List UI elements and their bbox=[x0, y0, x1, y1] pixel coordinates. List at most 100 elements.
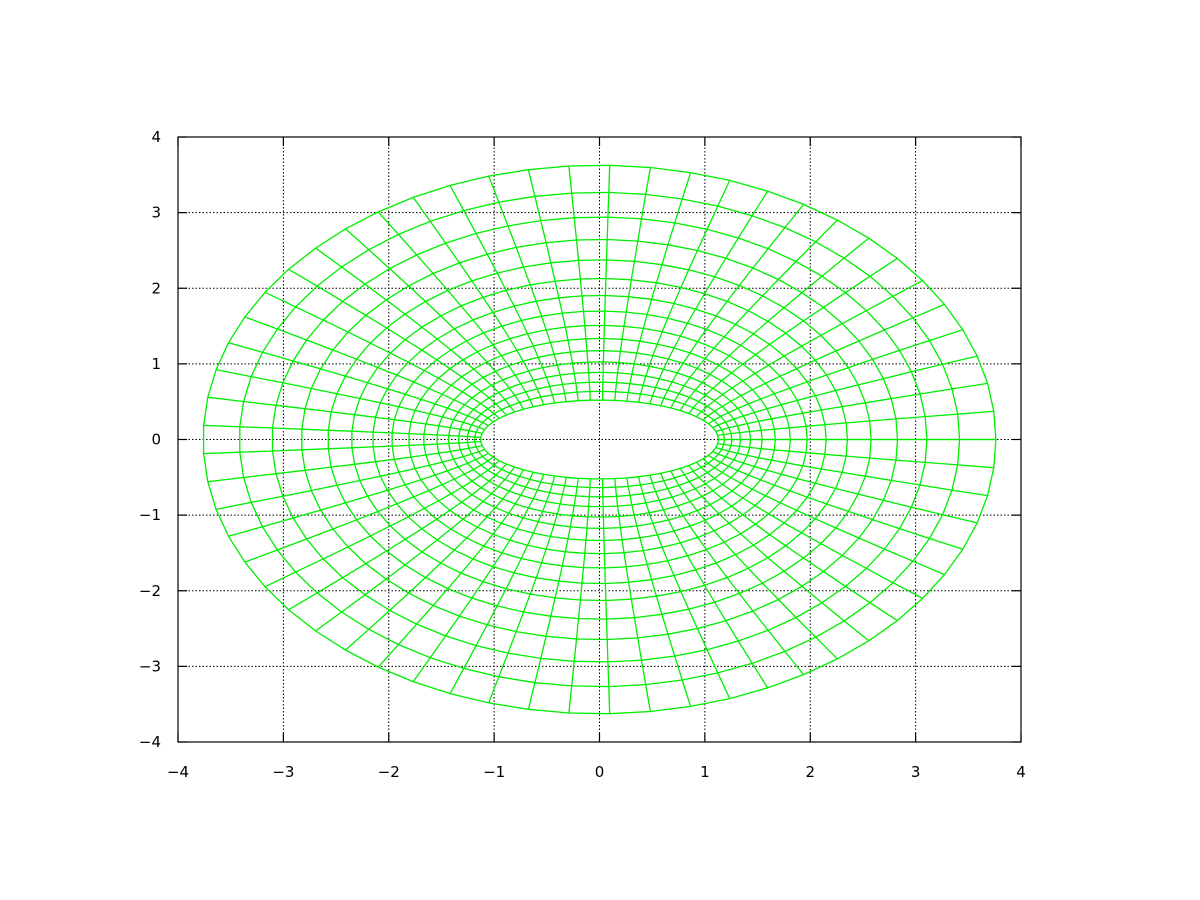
mesh-ellipse bbox=[448, 361, 752, 518]
mesh-hyperbola bbox=[688, 465, 898, 622]
mesh-hyperbola bbox=[315, 247, 515, 413]
y-tick-label: −2 bbox=[139, 582, 161, 600]
mesh-hyperbola bbox=[315, 466, 515, 632]
mesh-hyperbola bbox=[660, 203, 805, 406]
mesh-hyperbola bbox=[207, 444, 483, 483]
x-tick-label: −4 bbox=[167, 763, 189, 781]
mesh-hyperbola bbox=[712, 450, 978, 524]
mesh-hyperbola bbox=[228, 452, 489, 537]
mesh-hyperbola bbox=[649, 190, 769, 405]
mesh-hyperbola bbox=[717, 410, 994, 437]
mesh-hyperbola bbox=[568, 478, 591, 714]
mesh-hyperbola bbox=[708, 454, 964, 550]
y-tick-label: 2 bbox=[151, 279, 161, 297]
mesh-ellipse bbox=[480, 399, 719, 480]
mesh-ellipse bbox=[423, 337, 776, 542]
y-tick-label: 1 bbox=[151, 355, 161, 373]
mesh-ellipse bbox=[351, 277, 849, 602]
axes bbox=[177, 136, 1022, 743]
y-tick-label: −3 bbox=[139, 657, 161, 675]
mesh-ellipse bbox=[327, 259, 872, 620]
mesh-hyperbola bbox=[717, 442, 994, 469]
mesh-hyperbola bbox=[527, 169, 579, 401]
mesh-hyperbola bbox=[670, 219, 838, 409]
mesh-hyperbola bbox=[568, 165, 591, 401]
mesh-hyperbola bbox=[264, 460, 500, 588]
mesh-hyperbola bbox=[377, 471, 534, 668]
mesh-ellipse bbox=[474, 390, 726, 489]
mesh-hyperbola bbox=[660, 473, 805, 676]
mesh-hyperbola bbox=[614, 478, 652, 712]
mesh-hyperbola bbox=[626, 477, 692, 707]
y-tick-label: 4 bbox=[151, 128, 161, 146]
mesh-hyperbola bbox=[695, 280, 923, 418]
y-tick-labels: −4 −3 −2 −1 0 1 2 3 4 bbox=[139, 128, 161, 751]
grid bbox=[178, 137, 1021, 742]
mesh-hyperbola bbox=[203, 424, 481, 439]
mesh-hyperbola bbox=[712, 355, 978, 429]
x-tick-label: 0 bbox=[595, 763, 605, 781]
mesh-hyperbola bbox=[244, 456, 494, 563]
mesh-ellipse bbox=[458, 371, 742, 508]
mesh-hyperbola bbox=[702, 303, 945, 421]
x-tick-label: 4 bbox=[1016, 763, 1026, 781]
mesh-hyperbola bbox=[708, 329, 964, 425]
mesh-hyperbola bbox=[203, 440, 481, 455]
mesh-ellipse bbox=[391, 310, 808, 569]
mesh-hyperbola bbox=[601, 165, 611, 401]
mesh-hyperbola bbox=[715, 446, 988, 497]
mesh-hyperbola bbox=[412, 474, 545, 682]
mesh-hyperbola bbox=[412, 197, 545, 405]
mesh-ellipse bbox=[436, 350, 763, 529]
mesh-hyperbola bbox=[228, 342, 489, 427]
y-tick-label: 3 bbox=[151, 204, 161, 222]
mesh-hyperbola bbox=[702, 458, 945, 576]
mesh-hyperbola bbox=[637, 476, 731, 699]
x-tick-labels: −4 −3 −2 −1 0 1 2 3 4 bbox=[167, 763, 1026, 781]
mesh-hyperbola bbox=[288, 463, 507, 611]
mesh-hyperbola bbox=[614, 167, 652, 401]
x-tick-label: −3 bbox=[272, 763, 294, 781]
y-tick-label: −4 bbox=[139, 733, 161, 751]
mesh-hyperbola bbox=[449, 475, 556, 694]
mesh-hyperbola bbox=[601, 478, 611, 714]
y-tick-label: 0 bbox=[151, 431, 161, 449]
mesh-hyperbola bbox=[244, 316, 494, 423]
mesh-hyperbola bbox=[345, 228, 524, 410]
mesh bbox=[202, 164, 997, 715]
mesh-ellipse bbox=[271, 216, 928, 663]
mesh-hyperbola bbox=[695, 461, 923, 599]
x-tick-label: 3 bbox=[911, 763, 921, 781]
x-tick-label: 1 bbox=[700, 763, 710, 781]
x-tick-label: −1 bbox=[483, 763, 505, 781]
mesh-ellipse bbox=[372, 294, 827, 585]
mesh-ellipse bbox=[239, 191, 961, 688]
mesh-hyperbola bbox=[207, 396, 483, 435]
mesh-hyperbola bbox=[345, 469, 524, 651]
mesh-hyperbola bbox=[527, 478, 579, 710]
mesh-ellipse bbox=[202, 164, 997, 715]
mesh-hyperbola bbox=[649, 474, 769, 689]
mesh-hyperbola bbox=[377, 211, 534, 408]
mesh-hyperbola bbox=[670, 470, 838, 660]
mesh-hyperbola bbox=[715, 382, 988, 433]
mesh-hyperbola bbox=[488, 477, 567, 704]
x-tick-label: 2 bbox=[805, 763, 815, 781]
mesh-hyperbola bbox=[264, 291, 500, 419]
mesh-hyperbola bbox=[215, 368, 485, 431]
mesh-hyperbola bbox=[488, 175, 567, 402]
mesh-hyperbola bbox=[215, 448, 485, 511]
mesh-hyperbola bbox=[637, 180, 731, 403]
x-tick-label: −2 bbox=[378, 763, 400, 781]
mesh-ellipse bbox=[408, 324, 791, 555]
mesh-ellipse bbox=[466, 381, 733, 498]
mesh-hyperbola bbox=[449, 185, 556, 404]
y-tick-label: −1 bbox=[139, 506, 161, 524]
mesh-hyperbola bbox=[688, 257, 898, 414]
mesh-hyperbola bbox=[679, 237, 870, 411]
mesh-ellipse bbox=[301, 238, 899, 641]
mesh-hyperbola bbox=[626, 172, 692, 402]
mesh-hyperbola bbox=[679, 468, 870, 642]
mesh-hyperbola bbox=[288, 268, 507, 416]
